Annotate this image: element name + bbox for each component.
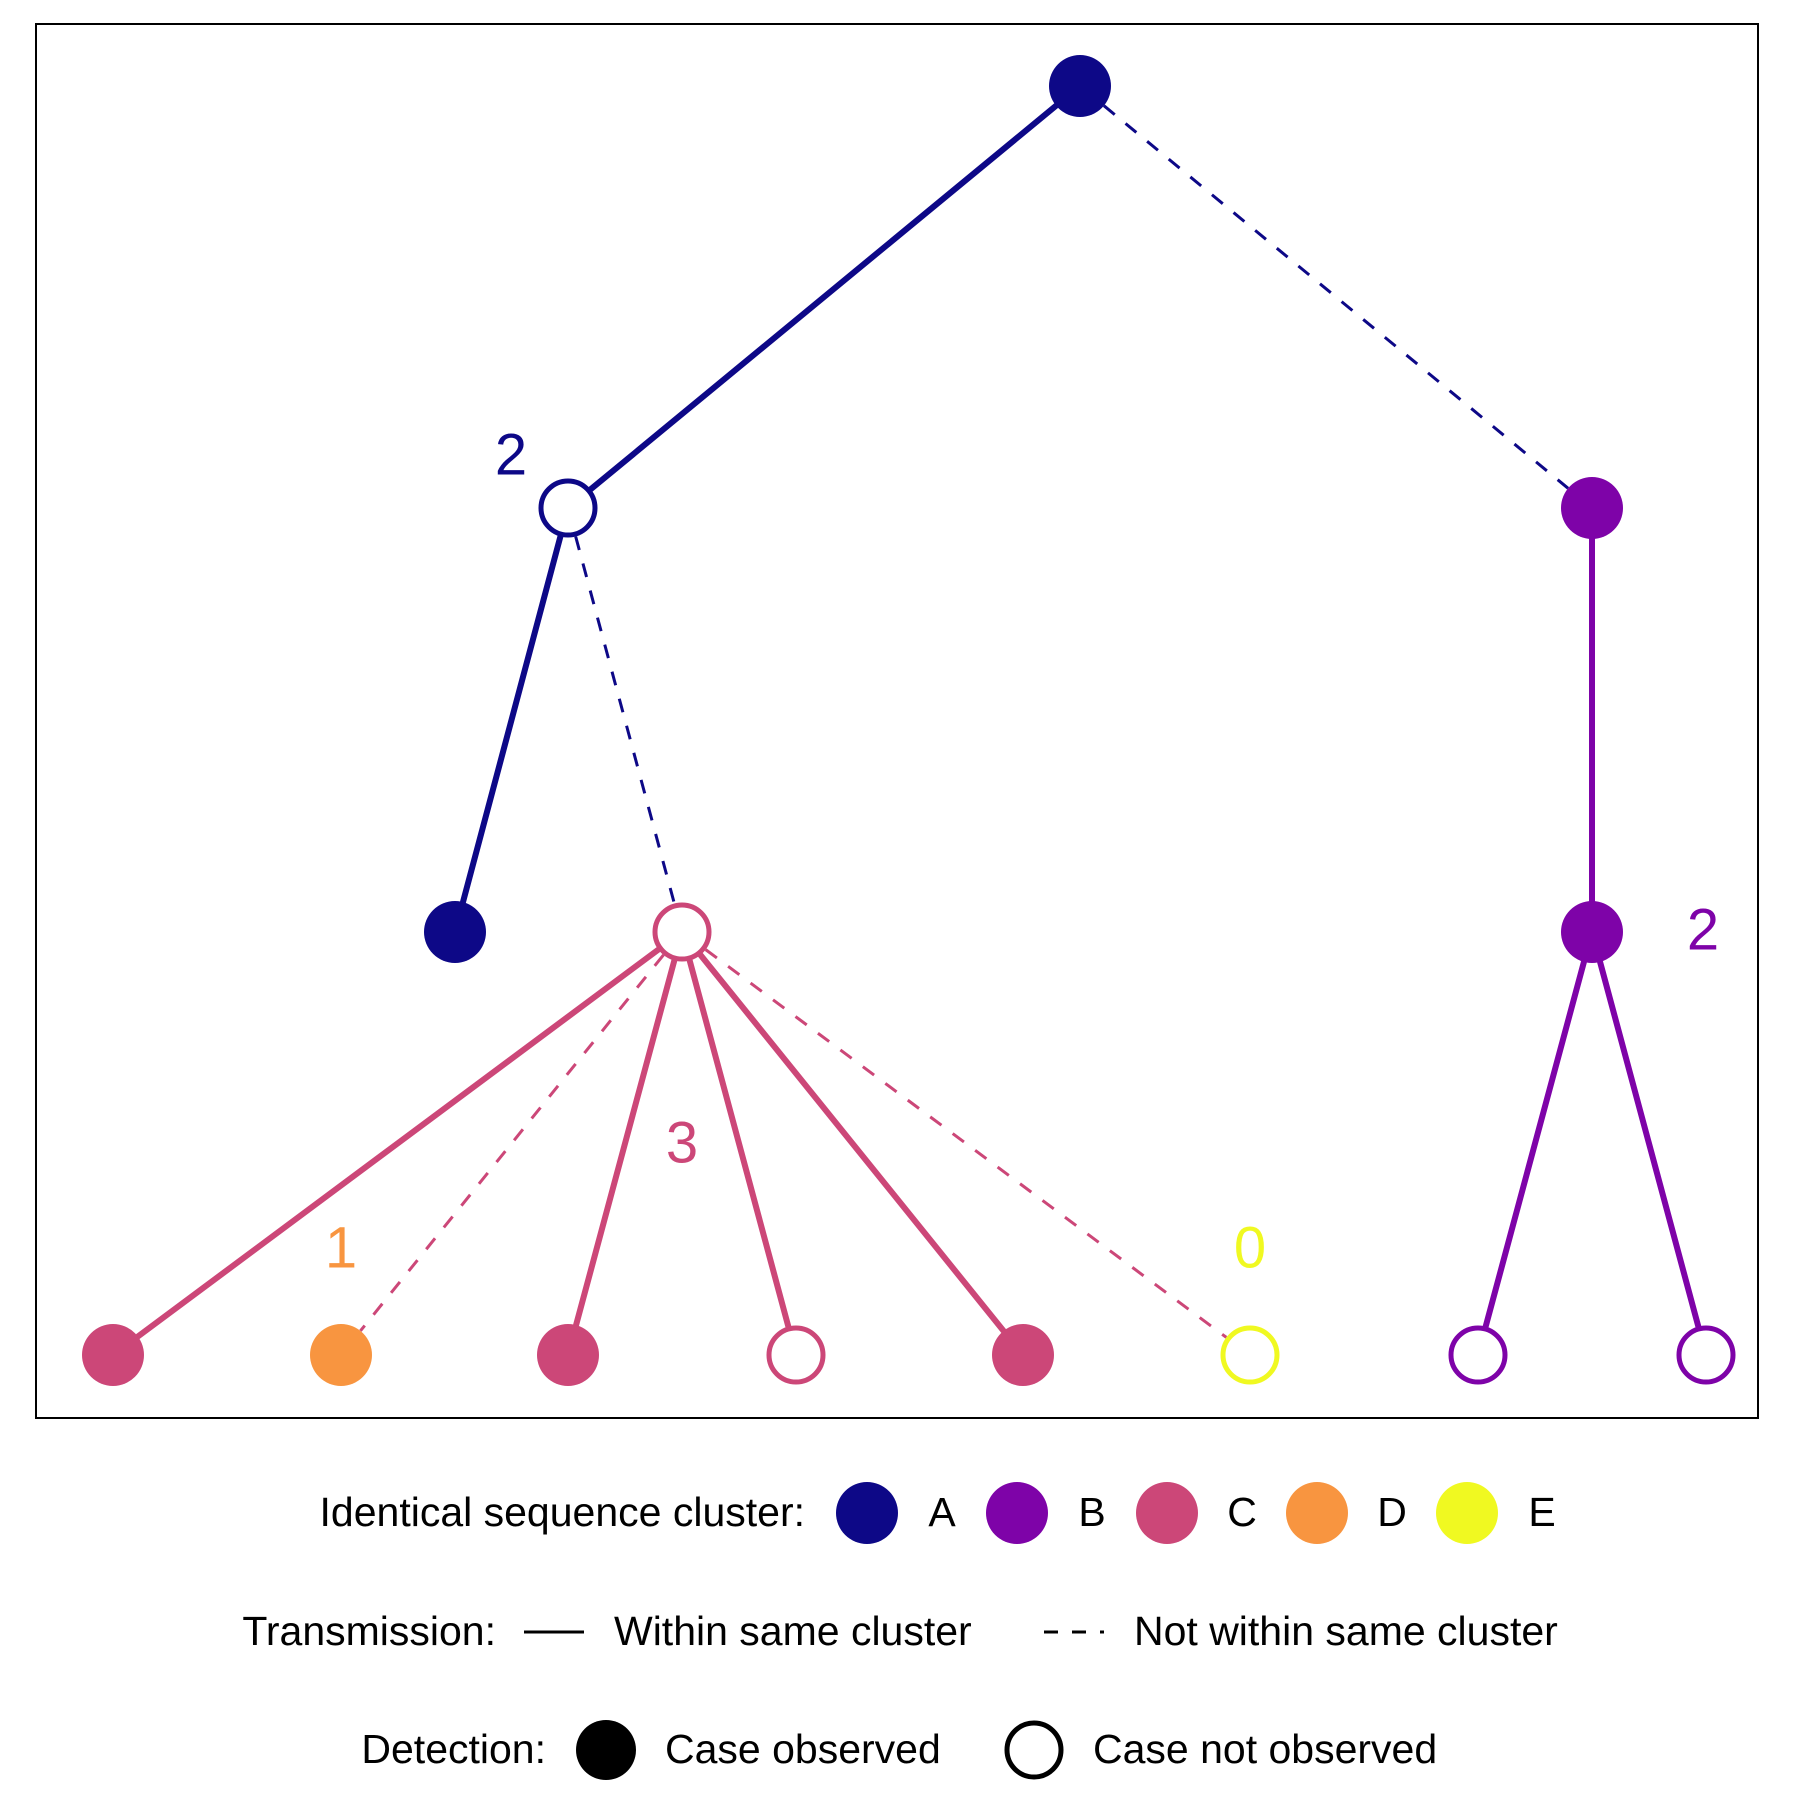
legend-label-a: A (928, 1489, 956, 1535)
case-node-n8-observed (310, 1324, 372, 1386)
legend-swatch-b (986, 1482, 1048, 1544)
legend-swatch-c (1136, 1482, 1198, 1544)
legend-swatch-a (836, 1482, 898, 1544)
edge-within-n2-n4 (459, 533, 564, 906)
legend-cluster-row: Identical sequence cluster: A B C D E (320, 1482, 1556, 1544)
edge-within-n5-n11 (697, 951, 1007, 1334)
edge-within-n5-n9 (573, 957, 678, 1329)
case-node-n9-observed (537, 1324, 599, 1386)
case-node-n10-not-observed (766, 1325, 826, 1385)
legend-not-observed-key (1004, 1720, 1064, 1780)
case-node-n4-observed (424, 901, 486, 963)
case-node-n3-observed (1561, 477, 1623, 539)
legend-label-d: D (1377, 1489, 1407, 1535)
edge-within-n6-n13 (1482, 958, 1587, 1330)
legend-not-within-label: Not within same cluster (1134, 1608, 1558, 1654)
legend-swatch-d (1286, 1482, 1348, 1544)
edge-between-n5-n8 (359, 954, 665, 1332)
edge-within-n6-n14 (1597, 958, 1702, 1330)
legend-cluster-title: Identical sequence cluster: (320, 1489, 805, 1535)
case-node-n13-not-observed (1448, 1325, 1508, 1385)
legend-not-observed-label: Case not observed (1093, 1726, 1437, 1772)
legend: Identical sequence cluster: A B C D E Transm… (242, 1482, 1558, 1780)
case-node-n7-observed (82, 1324, 144, 1386)
legend-swatch-e (1436, 1482, 1498, 1544)
legend-cluster-items: A B C D E (836, 1482, 1556, 1544)
legend-observed-key (576, 1720, 636, 1780)
count-label-n2: 2 (495, 422, 527, 487)
tree-nodes (82, 55, 1736, 1386)
case-node-n14-not-observed (1676, 1325, 1736, 1385)
case-node-n1-observed (1049, 55, 1111, 117)
case-node-n2-not-observed (538, 478, 598, 538)
edge-between-n5-n12 (704, 948, 1228, 1339)
case-node-n11-observed (992, 1324, 1054, 1386)
legend-transmission-row: Transmission: Within same cluster Not wi… (242, 1608, 1557, 1654)
case-node-n6-observed (1561, 901, 1623, 963)
edge-within-n1-n2 (587, 102, 1060, 493)
count-label-n12: 0 (1234, 1215, 1266, 1280)
tree-edges (134, 102, 1702, 1340)
legend-observed-label: Case observed (665, 1726, 941, 1772)
legend-label-b: B (1078, 1489, 1105, 1535)
legend-detection-title: Detection: (361, 1726, 546, 1772)
edge-within-n5-n10 (686, 957, 792, 1330)
node-count-labels: 2 3 2 1 0 (325, 422, 1719, 1280)
legend-detection-row: Detection: Case observed Case not observ… (361, 1720, 1437, 1780)
case-node-n5-not-observed (652, 902, 712, 962)
plot-panel-border (35, 23, 1759, 1419)
legend-label-e: E (1528, 1489, 1555, 1535)
legend-transmission-title: Transmission: (242, 1608, 496, 1654)
count-label-n8: 1 (325, 1215, 357, 1280)
count-label-n5: 3 (666, 1110, 698, 1175)
case-node-n12-not-observed (1220, 1325, 1280, 1385)
edge-within-n5-n7 (134, 946, 662, 1340)
edge-between-n2-n5 (574, 536, 676, 904)
count-label-n6: 2 (1687, 897, 1719, 962)
legend-label-c: C (1227, 1489, 1257, 1535)
legend-within-label: Within same cluster (614, 1608, 972, 1654)
